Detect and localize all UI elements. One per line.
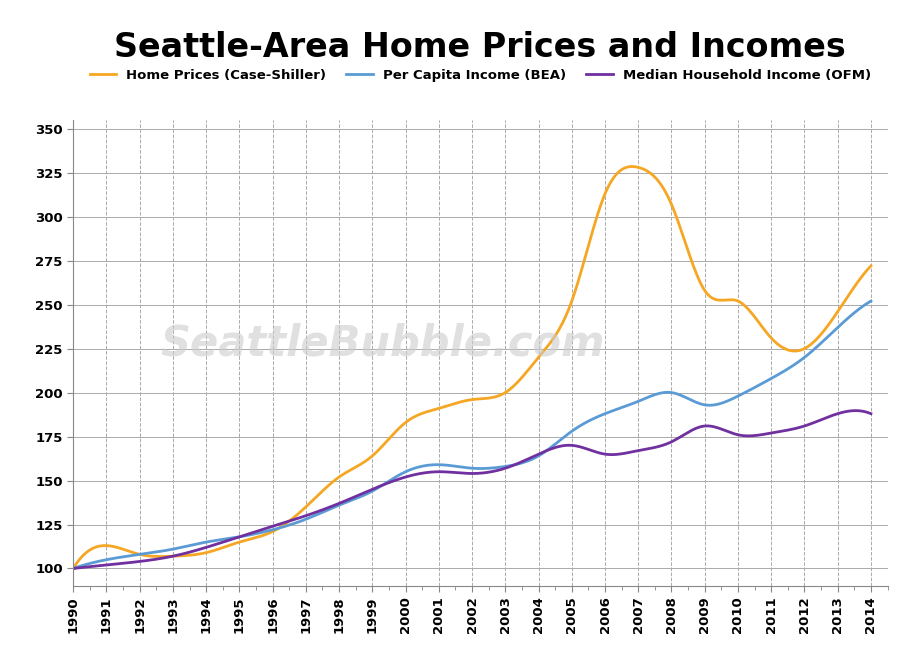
Text: SeattleBubble.com: SeattleBubble.com [160, 322, 605, 365]
Median Household Income (OFM) [722, 427, 733, 435]
Median Household Income (OFM) [846, 407, 857, 415]
Line: Home Prices (Case-Shiller): Home Prices (Case-Shiller) [73, 166, 871, 569]
Home Prices (Case-Shiller) [500, 389, 511, 397]
Per Capita Income (BEA) [500, 462, 511, 470]
Legend: Home Prices (Case-Shiller), Per Capita Income (BEA), Median Household Income (OF: Home Prices (Case-Shiller), Per Capita I… [84, 63, 877, 87]
Title: Seattle-Area Home Prices and Incomes: Seattle-Area Home Prices and Incomes [114, 31, 846, 65]
Median Household Income (OFM) [543, 446, 554, 454]
Per Capita Income (BEA) [447, 462, 458, 470]
Median Household Income (OFM) [849, 407, 860, 415]
Home Prices (Case-Shiller) [451, 399, 462, 407]
Per Capita Income (BEA) [846, 311, 857, 319]
Line: Per Capita Income (BEA): Per Capita Income (BEA) [73, 301, 871, 569]
Home Prices (Case-Shiller) [866, 262, 877, 270]
Home Prices (Case-Shiller) [628, 163, 639, 170]
Per Capita Income (BEA) [68, 565, 79, 573]
Median Household Income (OFM) [866, 410, 877, 418]
Home Prices (Case-Shiller) [848, 284, 859, 292]
Home Prices (Case-Shiller) [543, 342, 554, 350]
Median Household Income (OFM) [68, 565, 79, 573]
Per Capita Income (BEA) [451, 462, 462, 470]
Per Capita Income (BEA) [543, 446, 554, 454]
Home Prices (Case-Shiller) [447, 400, 458, 408]
Line: Median Household Income (OFM): Median Household Income (OFM) [73, 411, 871, 569]
Median Household Income (OFM) [451, 469, 462, 477]
Median Household Income (OFM) [447, 468, 458, 476]
Per Capita Income (BEA) [866, 297, 877, 305]
Per Capita Income (BEA) [722, 397, 733, 405]
Home Prices (Case-Shiller) [68, 565, 79, 573]
Home Prices (Case-Shiller) [723, 296, 734, 304]
Median Household Income (OFM) [500, 464, 511, 472]
